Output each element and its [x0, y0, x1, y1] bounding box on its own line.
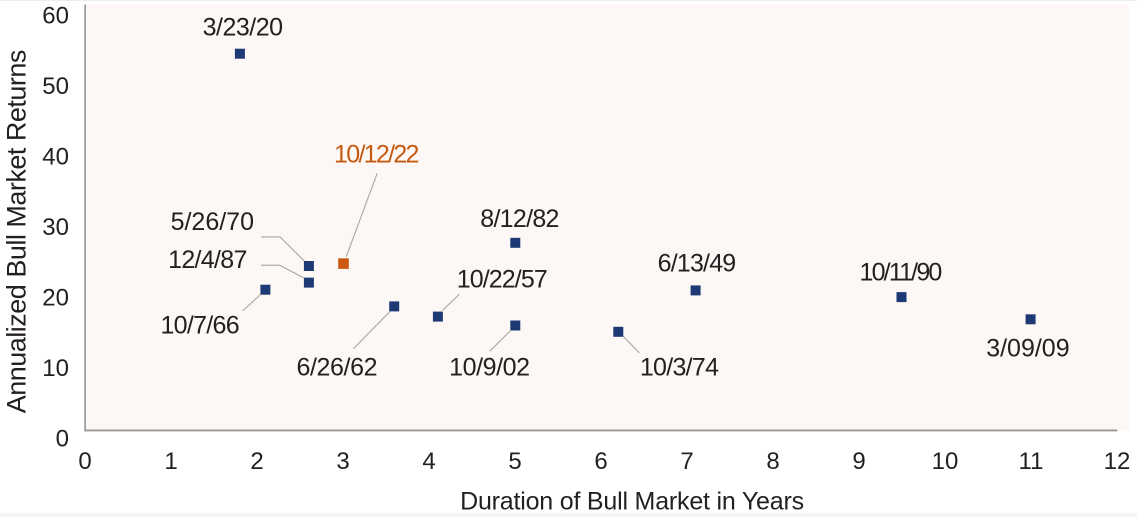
svg-text:0: 0 [56, 425, 69, 452]
svg-text:6/26/62: 6/26/62 [296, 354, 377, 382]
svg-text:3/09/09: 3/09/09 [986, 335, 1069, 363]
svg-text:10: 10 [42, 355, 69, 382]
svg-text:10/11/90: 10/11/90 [859, 259, 941, 287]
svg-text:5/26/70: 5/26/70 [171, 208, 254, 236]
svg-text:10/9/02: 10/9/02 [449, 354, 530, 382]
svg-text:9: 9 [852, 448, 865, 475]
svg-text:4: 4 [422, 448, 435, 475]
svg-text:20: 20 [42, 285, 69, 312]
svg-text:10/12/22: 10/12/22 [334, 141, 419, 169]
svg-text:50: 50 [42, 73, 69, 100]
svg-text:10/3/74: 10/3/74 [640, 354, 719, 382]
svg-text:10/22/57: 10/22/57 [457, 266, 547, 294]
svg-text:Duration of Bull Market in Yea: Duration of Bull Market in Years [460, 487, 804, 515]
svg-text:3: 3 [336, 448, 349, 475]
svg-text:5: 5 [508, 448, 521, 475]
svg-text:40: 40 [42, 144, 69, 171]
svg-text:10/7/66: 10/7/66 [160, 312, 239, 340]
svg-text:6: 6 [594, 448, 607, 475]
svg-text:30: 30 [42, 214, 69, 241]
svg-text:60: 60 [42, 3, 69, 30]
svg-text:7: 7 [680, 448, 693, 475]
svg-text:11: 11 [1019, 448, 1044, 475]
svg-text:3/23/20: 3/23/20 [203, 14, 283, 42]
svg-text:12: 12 [1104, 448, 1131, 475]
svg-text:2: 2 [250, 448, 263, 475]
svg-text:8: 8 [766, 448, 779, 475]
svg-text:12/4/87: 12/4/87 [168, 246, 247, 274]
svg-text:0: 0 [78, 448, 91, 475]
svg-text:Annualized Bull Market Returns: Annualized Bull Market Returns [1, 50, 31, 413]
svg-text:10: 10 [932, 448, 959, 475]
svg-text:6/13/49: 6/13/49 [658, 250, 736, 278]
svg-text:8/12/82: 8/12/82 [480, 205, 559, 233]
svg-text:1: 1 [164, 448, 177, 475]
